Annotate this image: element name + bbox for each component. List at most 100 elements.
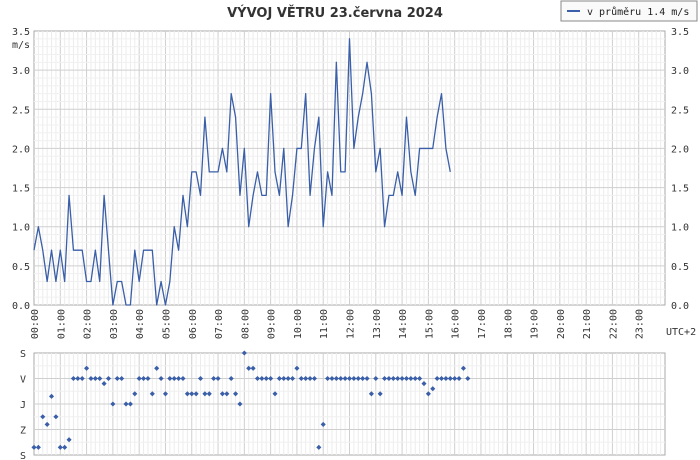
direction-point (215, 375, 221, 382)
direction-point (412, 375, 418, 382)
direction-point (184, 391, 190, 397)
x-tick-label: 15:00 (424, 309, 435, 339)
direction-point (57, 444, 63, 450)
direction-point (460, 365, 466, 371)
direction-tick-label: S (20, 349, 26, 360)
y-tick-label-left: 2.0 (12, 144, 30, 155)
direction-point (206, 391, 212, 397)
direction-point (141, 375, 147, 382)
direction-point (325, 375, 331, 382)
x-tick-label: 18:00 (503, 309, 514, 339)
direction-point (224, 391, 230, 397)
x-tick-label: 06:00 (188, 309, 199, 339)
legend: v průměru 1.4 m/s (560, 0, 698, 22)
x-tick-label: 17:00 (477, 309, 488, 339)
direction-point (399, 375, 405, 382)
y-tick-label-right: 2.5 (671, 105, 689, 116)
direction-point (101, 381, 107, 387)
direction-point (346, 375, 353, 382)
y-tick-label-right: 3.5 (671, 27, 689, 38)
chart-title: VÝVOJ VĚTRU 23.června 2024 (227, 5, 443, 21)
direction-point (62, 444, 68, 450)
direction-point (127, 401, 133, 407)
y-tick-label-left: 2.5 (12, 105, 30, 116)
x-tick-label: 05:00 (161, 309, 172, 339)
y-tick-label-right: 1.0 (671, 223, 689, 234)
x-tick-label: 04:00 (135, 309, 146, 339)
direction-point (408, 375, 414, 382)
direction-point (329, 375, 335, 382)
direction-point (136, 375, 142, 382)
x-tick-label: 14:00 (398, 309, 409, 339)
direction-point (176, 375, 182, 382)
x-tick-label: 08:00 (240, 309, 251, 339)
direction-point (360, 375, 366, 382)
direction-point (211, 375, 217, 382)
direction-tick-label: V (20, 375, 26, 386)
y-tick-label-left: 1.0 (12, 223, 30, 234)
direction-point (259, 375, 265, 382)
direction-point (154, 365, 160, 371)
x-tick-label: 01:00 (56, 309, 67, 339)
legend-label: v průměru 1.4 m/s (587, 6, 689, 18)
direction-point (373, 375, 379, 382)
direction-point (355, 375, 361, 382)
direction-point (167, 375, 173, 382)
direction-point (382, 375, 388, 382)
direction-point (219, 391, 225, 397)
x-tick-label: 23:00 (635, 309, 646, 339)
direction-point (338, 375, 344, 382)
direction-point (233, 391, 239, 397)
x-tick-label: 10:00 (293, 309, 304, 339)
direction-point (443, 375, 449, 382)
direction-point (364, 375, 370, 382)
x-tick-label: 11:00 (319, 309, 330, 339)
direction-point (92, 375, 98, 382)
direction-point (237, 401, 243, 407)
y-tick-label-left: 3.5 (12, 27, 30, 38)
direction-point (193, 391, 199, 397)
direction-point (110, 401, 116, 407)
direction-point (263, 375, 269, 382)
x-tick-label: 13:00 (372, 309, 383, 339)
direction-point (342, 375, 348, 382)
direction-point (386, 375, 392, 382)
direction-point (35, 444, 41, 450)
direction-point (276, 375, 282, 382)
direction-tick-label: J (20, 400, 26, 411)
direction-point (434, 375, 440, 382)
y-tick-label-left: 0.5 (12, 262, 30, 273)
direction-point (246, 365, 252, 371)
y-tick-label-right: 0.0 (671, 301, 689, 312)
y-tick-label-left: 0.0 (12, 301, 30, 312)
direction-point (316, 444, 322, 450)
direction-point (298, 375, 304, 382)
y-tick-label-right: 0.5 (671, 262, 689, 273)
direction-point (171, 375, 177, 382)
direction-point (228, 375, 234, 382)
direction-point (132, 391, 138, 397)
x-tick-label: 09:00 (267, 309, 278, 339)
direction-point (390, 375, 396, 382)
direction-point (417, 375, 423, 382)
direction-point (403, 375, 410, 382)
direction-tick-label: S (20, 451, 26, 460)
x-tick-label: 00:00 (30, 309, 41, 339)
direction-point (285, 375, 291, 382)
direction-point (311, 375, 317, 382)
direction-point (250, 365, 256, 371)
direction-point (272, 391, 278, 397)
direction-point (425, 391, 431, 397)
direction-point (145, 375, 151, 382)
direction-point (421, 381, 427, 387)
direction-point (333, 375, 339, 382)
direction-point (438, 375, 445, 382)
direction-point (180, 375, 186, 382)
x-tick-label: 07:00 (214, 309, 225, 339)
direction-point (31, 444, 37, 450)
direction-point (465, 375, 471, 382)
x-tick-label: 21:00 (582, 309, 593, 339)
direction-point (241, 350, 247, 356)
direction-point (268, 375, 274, 382)
direction-point (368, 391, 374, 397)
